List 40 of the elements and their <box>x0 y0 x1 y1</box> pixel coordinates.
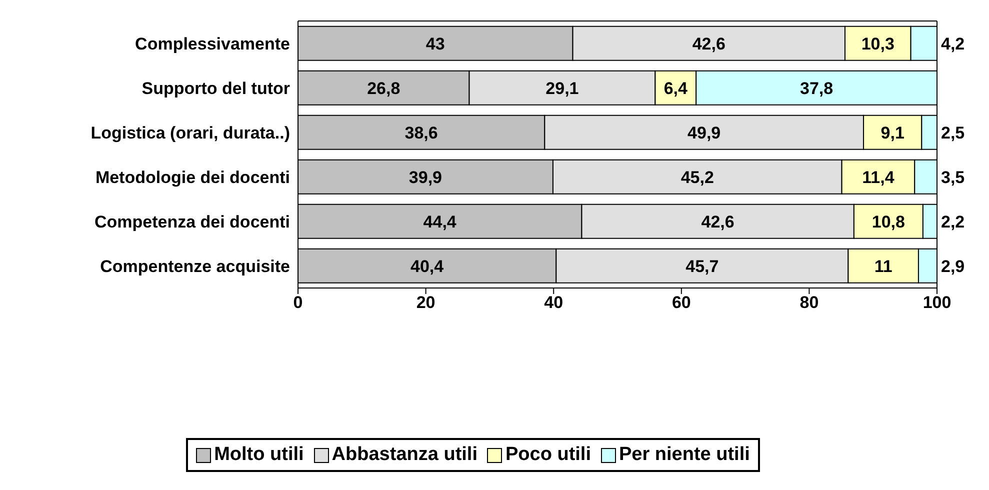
x-tick-label: 100 <box>922 293 952 312</box>
data-label: 3,5 <box>941 168 965 187</box>
legend-label: Molto utili <box>213 444 304 466</box>
data-label: 29,1 <box>546 78 579 98</box>
data-label: 45,7 <box>686 256 719 276</box>
data-label: 2,9 <box>941 256 965 276</box>
data-label: 43 <box>426 34 445 54</box>
data-label: 6,4 <box>664 78 688 98</box>
x-tick-label: 60 <box>672 293 691 312</box>
data-label: 37,8 <box>800 78 834 98</box>
x-tick-label: 0 <box>293 293 303 312</box>
data-label: 38,6 <box>404 123 438 142</box>
legend-label: Abbastanza utili <box>330 444 478 466</box>
data-label: 42,6 <box>701 212 734 232</box>
data-label: 10,8 <box>872 212 905 232</box>
data-label: 44,4 <box>423 212 457 232</box>
y-tick-label: Competenza dei docenti <box>94 212 290 232</box>
legend-label: Per niente utili <box>618 444 750 466</box>
y-tick-label: Compentenze acquisite <box>100 256 290 276</box>
x-tick-label: 40 <box>544 293 564 312</box>
y-tick-label: Metodologie dei docenti <box>95 168 290 187</box>
data-label: 11 <box>874 256 892 276</box>
data-label: 26,8 <box>367 78 400 98</box>
data-label: 9,1 <box>880 123 904 142</box>
data-label: 2,5 <box>941 123 965 142</box>
data-label: 45,2 <box>680 168 714 187</box>
x-tick-label: 80 <box>800 293 819 312</box>
data-label: 10,3 <box>861 34 894 54</box>
legend-label: Poco utili <box>504 444 591 466</box>
data-label: 40,4 <box>410 256 444 276</box>
y-tick-label: Supporto del tutor <box>142 78 290 98</box>
data-label: 2,2 <box>941 212 965 232</box>
data-label: 42,6 <box>692 34 726 54</box>
y-tick-label: Logistica (orari, durata..) <box>90 123 290 142</box>
data-label: 49,9 <box>688 123 721 142</box>
data-label: 4,2 <box>941 34 965 54</box>
x-tick-label: 20 <box>416 293 436 312</box>
data-label: 39,9 <box>408 168 442 187</box>
data-label: 11,4 <box>862 168 895 187</box>
y-tick-label: Complessivamente <box>135 34 290 54</box>
